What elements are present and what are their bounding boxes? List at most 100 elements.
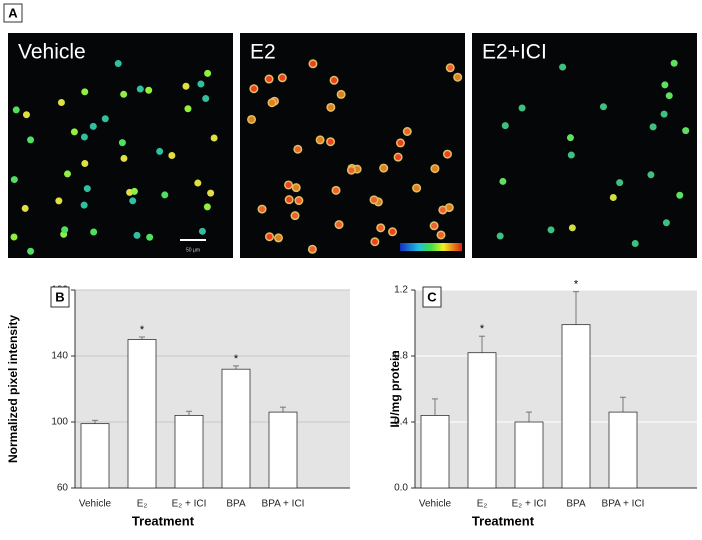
bar xyxy=(561,324,591,489)
cell xyxy=(599,103,607,111)
cell xyxy=(129,197,137,205)
x-tick-label: BPA xyxy=(566,499,586,510)
cell xyxy=(118,139,126,147)
bar xyxy=(514,421,544,489)
cell xyxy=(665,92,673,100)
cell xyxy=(649,123,657,131)
cell xyxy=(660,110,668,118)
cell xyxy=(518,104,526,112)
cell xyxy=(130,187,138,195)
cell xyxy=(676,191,684,199)
cell xyxy=(27,136,35,144)
cell xyxy=(293,184,300,191)
cell xyxy=(309,246,316,253)
cell xyxy=(499,177,507,185)
cell xyxy=(631,240,639,248)
cell xyxy=(317,136,324,143)
cell xyxy=(22,111,30,119)
cell xyxy=(397,139,404,146)
y-tick-label: 60 xyxy=(57,483,69,494)
significance-marker: * xyxy=(234,353,239,365)
cell xyxy=(194,179,202,187)
bar xyxy=(80,423,110,489)
cell xyxy=(120,90,128,98)
cell xyxy=(333,187,340,194)
cell xyxy=(566,134,574,142)
cell xyxy=(395,154,402,161)
cell xyxy=(203,203,211,211)
image-label: E2+ICI xyxy=(482,41,547,64)
cell xyxy=(70,128,78,136)
cell xyxy=(682,127,690,135)
panel-label-box xyxy=(50,286,70,308)
y-axis-label: Normalized pixel intensity xyxy=(6,315,20,463)
cell xyxy=(327,138,334,145)
cell xyxy=(661,81,669,89)
cell xyxy=(61,226,69,234)
cell xyxy=(136,85,144,93)
cell xyxy=(198,227,206,235)
cell xyxy=(57,98,65,106)
cell xyxy=(446,204,453,211)
x-tick-label: BPA + ICI xyxy=(602,499,645,510)
cell xyxy=(439,206,446,213)
micrograph xyxy=(240,33,465,258)
cell xyxy=(331,77,338,84)
cell xyxy=(437,231,444,238)
cell xyxy=(156,147,164,155)
cell xyxy=(327,104,334,111)
cell xyxy=(207,189,215,197)
significance-marker: * xyxy=(140,324,145,336)
y-tick-label: 1.2 xyxy=(394,285,408,296)
cell xyxy=(279,74,286,81)
bar xyxy=(127,339,157,489)
y-tick-label: 140 xyxy=(51,351,68,362)
cell xyxy=(145,86,153,94)
cell xyxy=(21,204,29,212)
cell xyxy=(81,159,89,167)
cell xyxy=(377,224,384,231)
cell xyxy=(80,133,88,141)
x-tick-label: E₂ xyxy=(137,499,148,510)
cell xyxy=(10,233,18,241)
cell xyxy=(27,247,35,255)
significance-marker: * xyxy=(480,323,485,335)
y-tick-label: 100 xyxy=(51,417,68,428)
cell xyxy=(309,60,316,67)
cell xyxy=(269,99,276,106)
cell xyxy=(496,232,504,240)
cell xyxy=(81,88,89,96)
image-label: E2 xyxy=(250,41,276,64)
cell xyxy=(336,221,343,228)
cell xyxy=(380,165,387,172)
cell xyxy=(101,115,109,123)
cell xyxy=(431,165,438,172)
cell xyxy=(55,197,63,205)
scale-bar-label: 50 µm xyxy=(186,247,200,253)
cell xyxy=(161,191,169,199)
cell xyxy=(204,69,212,77)
micrograph xyxy=(472,33,697,258)
cell xyxy=(182,82,190,90)
cell xyxy=(114,60,122,68)
bar xyxy=(174,414,204,489)
cell xyxy=(120,154,128,162)
cell xyxy=(83,185,91,193)
cell xyxy=(168,151,176,159)
cell xyxy=(609,193,617,201)
cell xyxy=(63,170,71,178)
significance-marker: * xyxy=(574,279,579,291)
y-tick-label: 0.8 xyxy=(394,351,408,362)
cell xyxy=(89,122,97,130)
cell xyxy=(413,185,420,192)
cell xyxy=(501,122,509,130)
cell xyxy=(371,238,378,245)
cell xyxy=(559,63,567,71)
y-axis-label: IU/mg protein xyxy=(388,350,402,427)
cell xyxy=(133,231,141,239)
cell xyxy=(568,224,576,232)
cell xyxy=(294,146,301,153)
cell xyxy=(444,151,451,158)
